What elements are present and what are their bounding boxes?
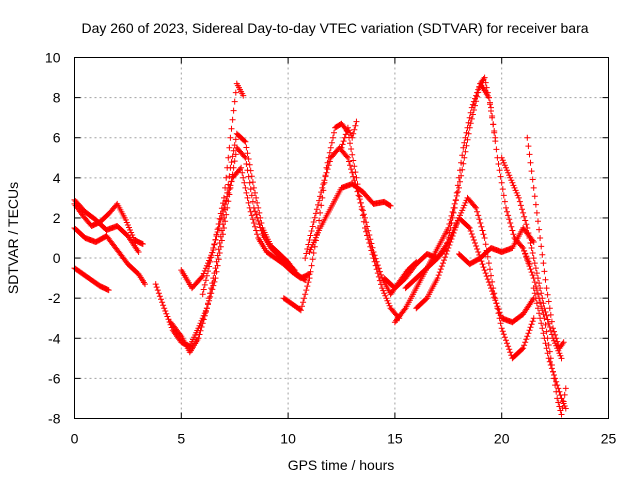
series-track-17: [456, 225, 537, 268]
data-point-markers: [167, 130, 309, 356]
data-point-markers: [199, 164, 313, 298]
y-tick-label: 2: [53, 210, 61, 226]
x-tick-label: 5: [177, 431, 185, 447]
data-point-markers: [338, 118, 360, 151]
y-axis-label: SDTVAR / TECUs: [5, 182, 21, 294]
plot-frame: [74, 57, 609, 419]
series-track-12: [338, 118, 360, 151]
data-point-markers: [71, 265, 112, 294]
y-tick-label: -6: [48, 370, 61, 386]
y-tick-label: 8: [53, 90, 61, 106]
series-track-6: [167, 130, 309, 356]
series-track-3: [71, 225, 148, 288]
series-track-14: [391, 74, 533, 326]
grid-lines: [74, 57, 609, 419]
series-track-19: [524, 134, 567, 352]
x-tick-label: 25: [601, 431, 617, 447]
y-tick-label: 6: [53, 130, 61, 146]
y-tick-label: 4: [53, 170, 61, 186]
data-point-markers: [306, 180, 394, 255]
data-point-markers: [498, 154, 565, 362]
y-tick-label: -8: [48, 411, 61, 427]
series-track-21: [530, 285, 569, 412]
series-track-4: [71, 265, 112, 294]
data-point-markers: [302, 144, 420, 298]
x-tick-label: 20: [494, 431, 510, 447]
series-track-1: [71, 196, 142, 256]
x-axis-label: GPS time / hours: [288, 457, 395, 473]
data-series: [71, 74, 569, 418]
series-track-16: [413, 214, 537, 326]
y-tick-label: -4: [48, 330, 61, 346]
x-tick-label: 10: [280, 431, 296, 447]
data-point-markers: [178, 80, 247, 292]
y-tick-labels: -8 -6 -4 -2 0 2 4 6 8 10: [45, 50, 61, 427]
y-tick-label: 0: [53, 250, 61, 266]
x-tick-labels: 0 5 10 15 20 25: [71, 431, 617, 447]
data-point-markers: [524, 134, 567, 352]
data-point-markers: [71, 225, 148, 288]
series-track-11: [306, 180, 394, 255]
series-track-18: [498, 154, 565, 362]
x-tick-label: 15: [387, 431, 403, 447]
series-track-10: [302, 144, 420, 298]
x-tick-label: 0: [71, 431, 79, 447]
data-point-markers: [391, 74, 533, 326]
chart-title: Day 260 of 2023, Sidereal Day-to-day VTE…: [81, 20, 588, 36]
data-point-markers: [413, 214, 537, 326]
data-point-markers: [456, 225, 537, 268]
series-track-8: [199, 164, 313, 298]
y-tick-label: -2: [48, 290, 61, 306]
data-point-markers: [530, 285, 569, 412]
data-point-markers: [71, 196, 142, 256]
y-tick-label: 10: [45, 50, 61, 66]
series-track-7: [178, 80, 247, 292]
